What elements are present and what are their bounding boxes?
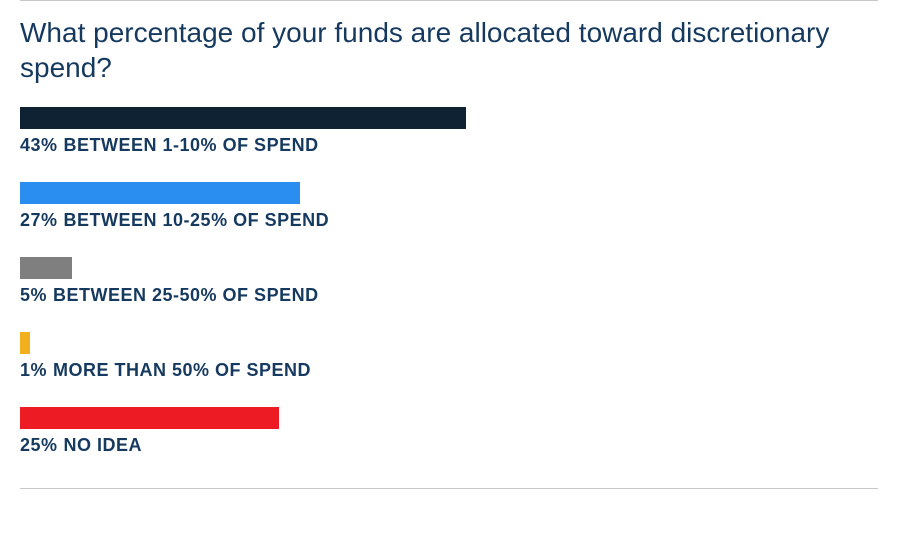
bar [20,182,300,204]
bar-percent: 43% [20,135,58,155]
bar-percent: 27% [20,210,58,230]
bar-label: 43% BETWEEN 1-10% OF SPEND [20,135,878,156]
bar-percent: 1% [20,360,47,380]
bar-row: 27% BETWEEN 10-25% OF SPEND [20,182,878,231]
bar-row: 25% NO IDEA [20,407,878,456]
bar-label: 25% NO IDEA [20,435,878,456]
bar-label-text: BETWEEN 1-10% OF SPEND [64,135,319,155]
bar-label-text: BETWEEN 10-25% OF SPEND [64,210,330,230]
bottom-rule [20,488,878,489]
bar-label: 5% BETWEEN 25-50% OF SPEND [20,285,878,306]
bar-label-text: BETWEEN 25-50% OF SPEND [53,285,319,305]
bar-label: 1% MORE THAN 50% OF SPEND [20,360,878,381]
bar-row: 43% BETWEEN 1-10% OF SPEND [20,107,878,156]
bar [20,257,72,279]
bar-label: 27% BETWEEN 10-25% OF SPEND [20,210,878,231]
bar [20,107,466,129]
bar-row: 5% BETWEEN 25-50% OF SPEND [20,257,878,306]
bar-percent: 5% [20,285,47,305]
chart-title: What percentage of your funds are alloca… [20,1,878,107]
bar-rows: 43% BETWEEN 1-10% OF SPEND 27% BETWEEN 10-2… [20,107,878,488]
bar-label-text: NO IDEA [64,435,143,455]
bar [20,332,30,354]
bar-row: 1% MORE THAN 50% OF SPEND [20,332,878,381]
bar [20,407,279,429]
bar-label-text: MORE THAN 50% OF SPEND [53,360,311,380]
bar-percent: 25% [20,435,58,455]
